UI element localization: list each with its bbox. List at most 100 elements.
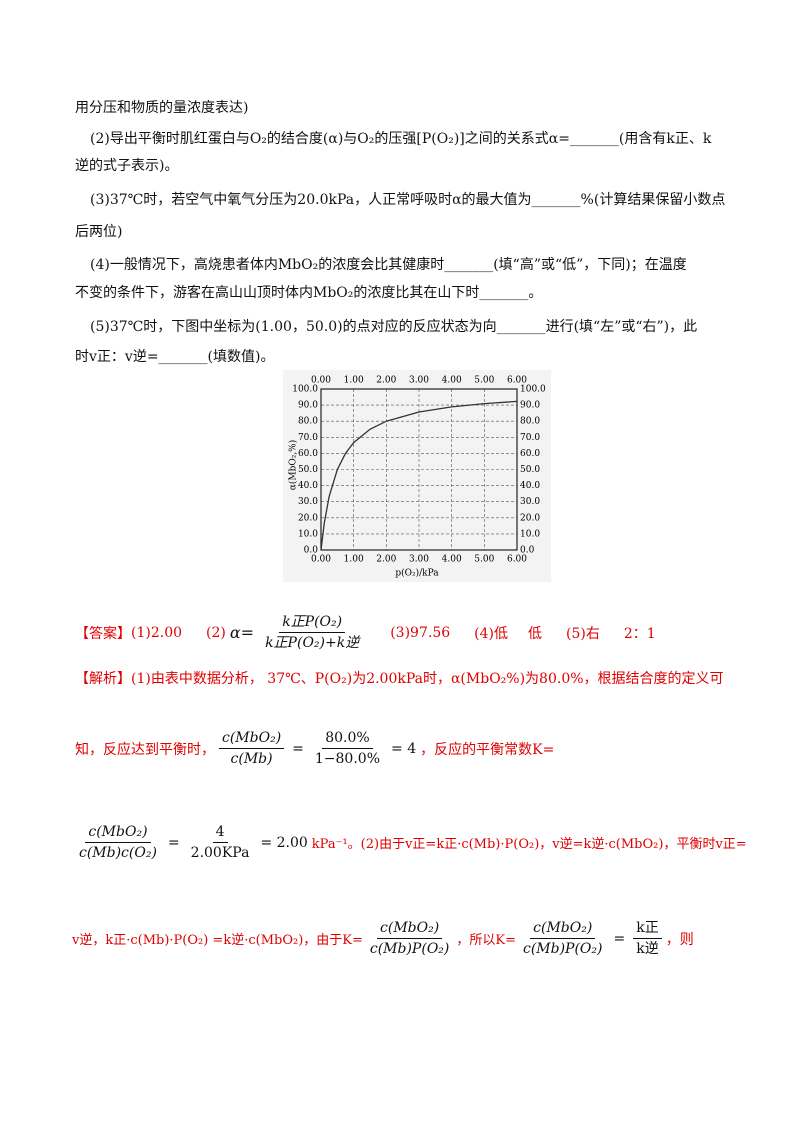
x2-tick-label: 2.00 bbox=[376, 376, 396, 386]
y-tick-label: 10.0 bbox=[298, 529, 318, 539]
analysis-line: 知，反应达到平衡时， c(MbO₂) c(Mb) = 80.0% 1−80.0% =… bbox=[75, 728, 554, 769]
denominator: 2.00KPa bbox=[190, 845, 250, 861]
equals: = bbox=[613, 930, 626, 947]
y2-tick-label: 10.0 bbox=[520, 529, 540, 539]
y2-tick-label: 80.0 bbox=[520, 417, 540, 427]
answer-label: 【答案】 bbox=[75, 625, 131, 642]
numerator: 80.0% bbox=[322, 728, 373, 749]
chart: α(MbO₂,%) p(O₂)/kPa 0.0 0.0 10.0 10.0 20.0 20… bbox=[283, 370, 551, 582]
fraction: k正 k逆 bbox=[633, 918, 662, 959]
y-tick-label: 0.0 bbox=[304, 546, 319, 556]
y-axis-title: α(MbO₂,%) bbox=[288, 440, 299, 490]
answer-part: 低 bbox=[527, 625, 542, 642]
fraction: 4 2.00KPa bbox=[188, 822, 253, 863]
x-tick-label: 5.00 bbox=[474, 555, 494, 565]
numerator: c(MbO₂) bbox=[530, 918, 596, 939]
question-line: (5)37℃时，下图中坐标为(1.00，50.0)的点对应的反应状态为向____… bbox=[90, 319, 698, 335]
equals: = 4 bbox=[391, 740, 417, 757]
question-line: 不变的条件下，游客在高山山顶时体内MbO₂的浓度比其在山下时_______。 bbox=[75, 285, 543, 301]
x-tick-label: 6.00 bbox=[507, 555, 527, 565]
numerator: c(MbO₂) bbox=[377, 918, 443, 939]
text: 知，反应达到平衡时， bbox=[75, 741, 215, 758]
y-tick-label: 30.0 bbox=[298, 497, 318, 507]
x-tick-label: 2.00 bbox=[376, 555, 396, 565]
denominator: c(Mb)c(O₂) bbox=[79, 845, 157, 861]
answer: 【答案】 (1)2.00 (2) α= k正P(O₂) k正P(O₂)+k逆 (3)… bbox=[75, 612, 656, 653]
answer-part: (3)97.56 bbox=[390, 624, 451, 641]
numerator: k正 bbox=[633, 918, 662, 939]
text: v逆，k正·c(Mb)·P(O₂) =k逆·c(MbO₂)，由于K= bbox=[72, 933, 363, 948]
answer-part: (4)低 bbox=[474, 625, 508, 642]
x-tick-label: 4.00 bbox=[442, 555, 462, 565]
fraction: c(MbO₂) c(Mb)c(O₂) bbox=[76, 822, 160, 863]
question-line: 逆的式子表示)。 bbox=[75, 158, 179, 174]
denominator: k正P(O₂)+k逆 bbox=[265, 635, 360, 651]
denominator: c(Mb)P(O₂) bbox=[369, 941, 450, 957]
y-tick-label: 20.0 bbox=[298, 513, 318, 523]
denominator: 1−80.0% bbox=[314, 751, 381, 767]
denominator: k逆 bbox=[636, 941, 659, 957]
y-tick-label: 90.0 bbox=[298, 401, 318, 411]
equals: = bbox=[167, 834, 180, 851]
x2-tick-label: 1.00 bbox=[344, 376, 364, 386]
x2-tick-label: 6.00 bbox=[507, 376, 527, 386]
formula-lhs: α= bbox=[229, 623, 255, 642]
y2-tick-label: 0.0 bbox=[520, 546, 535, 556]
text: kPa⁻¹。(2)由于v正=k正·c(Mb)·P(O₂)，v逆=k逆·c(MbO… bbox=[311, 837, 747, 852]
numerator: k正P(O₂) bbox=[279, 612, 346, 633]
answer-part: 2：1 bbox=[623, 625, 656, 642]
text: ，所以K= bbox=[456, 933, 516, 948]
x-axis-title: p(O₂)/kPa bbox=[395, 568, 439, 579]
denominator: c(Mb) bbox=[230, 751, 273, 767]
analysis-line: v逆，k正·c(Mb)·P(O₂) =k逆·c(MbO₂)，由于K= c(MbO… bbox=[72, 918, 694, 959]
y2-tick-label: 70.0 bbox=[520, 433, 540, 443]
fraction: c(MbO₂) c(Mb)P(O₂) bbox=[520, 918, 606, 959]
plot-frame bbox=[320, 388, 518, 551]
text: ，反应的平衡常数K= bbox=[420, 741, 555, 758]
x2-tick-label: 0.00 bbox=[311, 376, 331, 386]
y-tick-label: 100.0 bbox=[292, 385, 318, 395]
question-line: 后两位) bbox=[75, 224, 123, 240]
y-tick-label: 80.0 bbox=[298, 417, 318, 427]
y2-tick-label: 60.0 bbox=[520, 449, 540, 459]
question-line: (3)37℃时，若空气中氧气分压为20.0kPa，人正常呼吸时α的最大值为___… bbox=[90, 192, 726, 208]
fraction: c(MbO₂) c(Mb) bbox=[219, 728, 285, 769]
numerator: c(MbO₂) bbox=[85, 822, 151, 843]
analysis-line: 【解析】(1)由表中数据分析， 37℃、P(O₂)为2.00kPa时，α(MbO… bbox=[75, 671, 724, 687]
question-line: (2)导出平衡时肌红蛋白与O₂的结合度(α)与O₂的压强[P(O₂)]之间的关系… bbox=[90, 131, 712, 147]
answer-part: (5)右 bbox=[565, 625, 600, 642]
x-tick-label: 3.00 bbox=[409, 555, 429, 565]
x2-tick-label: 3.00 bbox=[409, 376, 429, 386]
denominator: c(Mb)P(O₂) bbox=[522, 941, 603, 957]
y-tick-label: 50.0 bbox=[298, 465, 318, 475]
numerator: 4 bbox=[212, 822, 228, 843]
x2-tick-label: 4.00 bbox=[442, 376, 462, 386]
y-tick-label: 70.0 bbox=[298, 433, 318, 443]
answer-part: (1)2.00 bbox=[131, 624, 183, 641]
x-tick-label: 0.00 bbox=[311, 555, 331, 565]
y2-tick-label: 90.0 bbox=[520, 401, 540, 411]
equals: = 2.00 bbox=[260, 834, 308, 851]
text: ，则 bbox=[665, 931, 694, 948]
numerator: c(MbO₂) bbox=[219, 728, 285, 749]
y2-tick-label: 20.0 bbox=[520, 513, 540, 523]
fraction: 80.0% 1−80.0% bbox=[312, 728, 383, 769]
y-tick-label: 40.0 bbox=[298, 481, 318, 491]
y2-tick-label: 100.0 bbox=[520, 385, 546, 395]
answer-part: (2) bbox=[206, 624, 226, 641]
formula: k正P(O₂) k正P(O₂)+k逆 bbox=[262, 612, 362, 653]
question-line: 时v正：v逆=_______(填数值)。 bbox=[75, 349, 275, 365]
equals: = bbox=[292, 740, 304, 757]
data-line bbox=[320, 400, 518, 551]
x-tick-label: 1.00 bbox=[344, 555, 364, 565]
question-line: 用分压和物质的量浓度表达) bbox=[75, 100, 249, 116]
analysis-line: c(MbO₂) c(Mb)c(O₂) = 4 2.00KPa = 2.00 kPa⁻… bbox=[72, 822, 747, 863]
y-tick-label: 60.0 bbox=[298, 449, 318, 459]
y2-tick-label: 40.0 bbox=[520, 481, 540, 491]
fraction: c(MbO₂) c(Mb)P(O₂) bbox=[367, 918, 453, 959]
question-line: (4)一般情况下，高烧患者体内MbO₂的浓度会比其健康时_______(填“高”… bbox=[90, 257, 687, 273]
x2-tick-label: 5.00 bbox=[474, 376, 494, 386]
y2-tick-label: 30.0 bbox=[520, 497, 540, 507]
